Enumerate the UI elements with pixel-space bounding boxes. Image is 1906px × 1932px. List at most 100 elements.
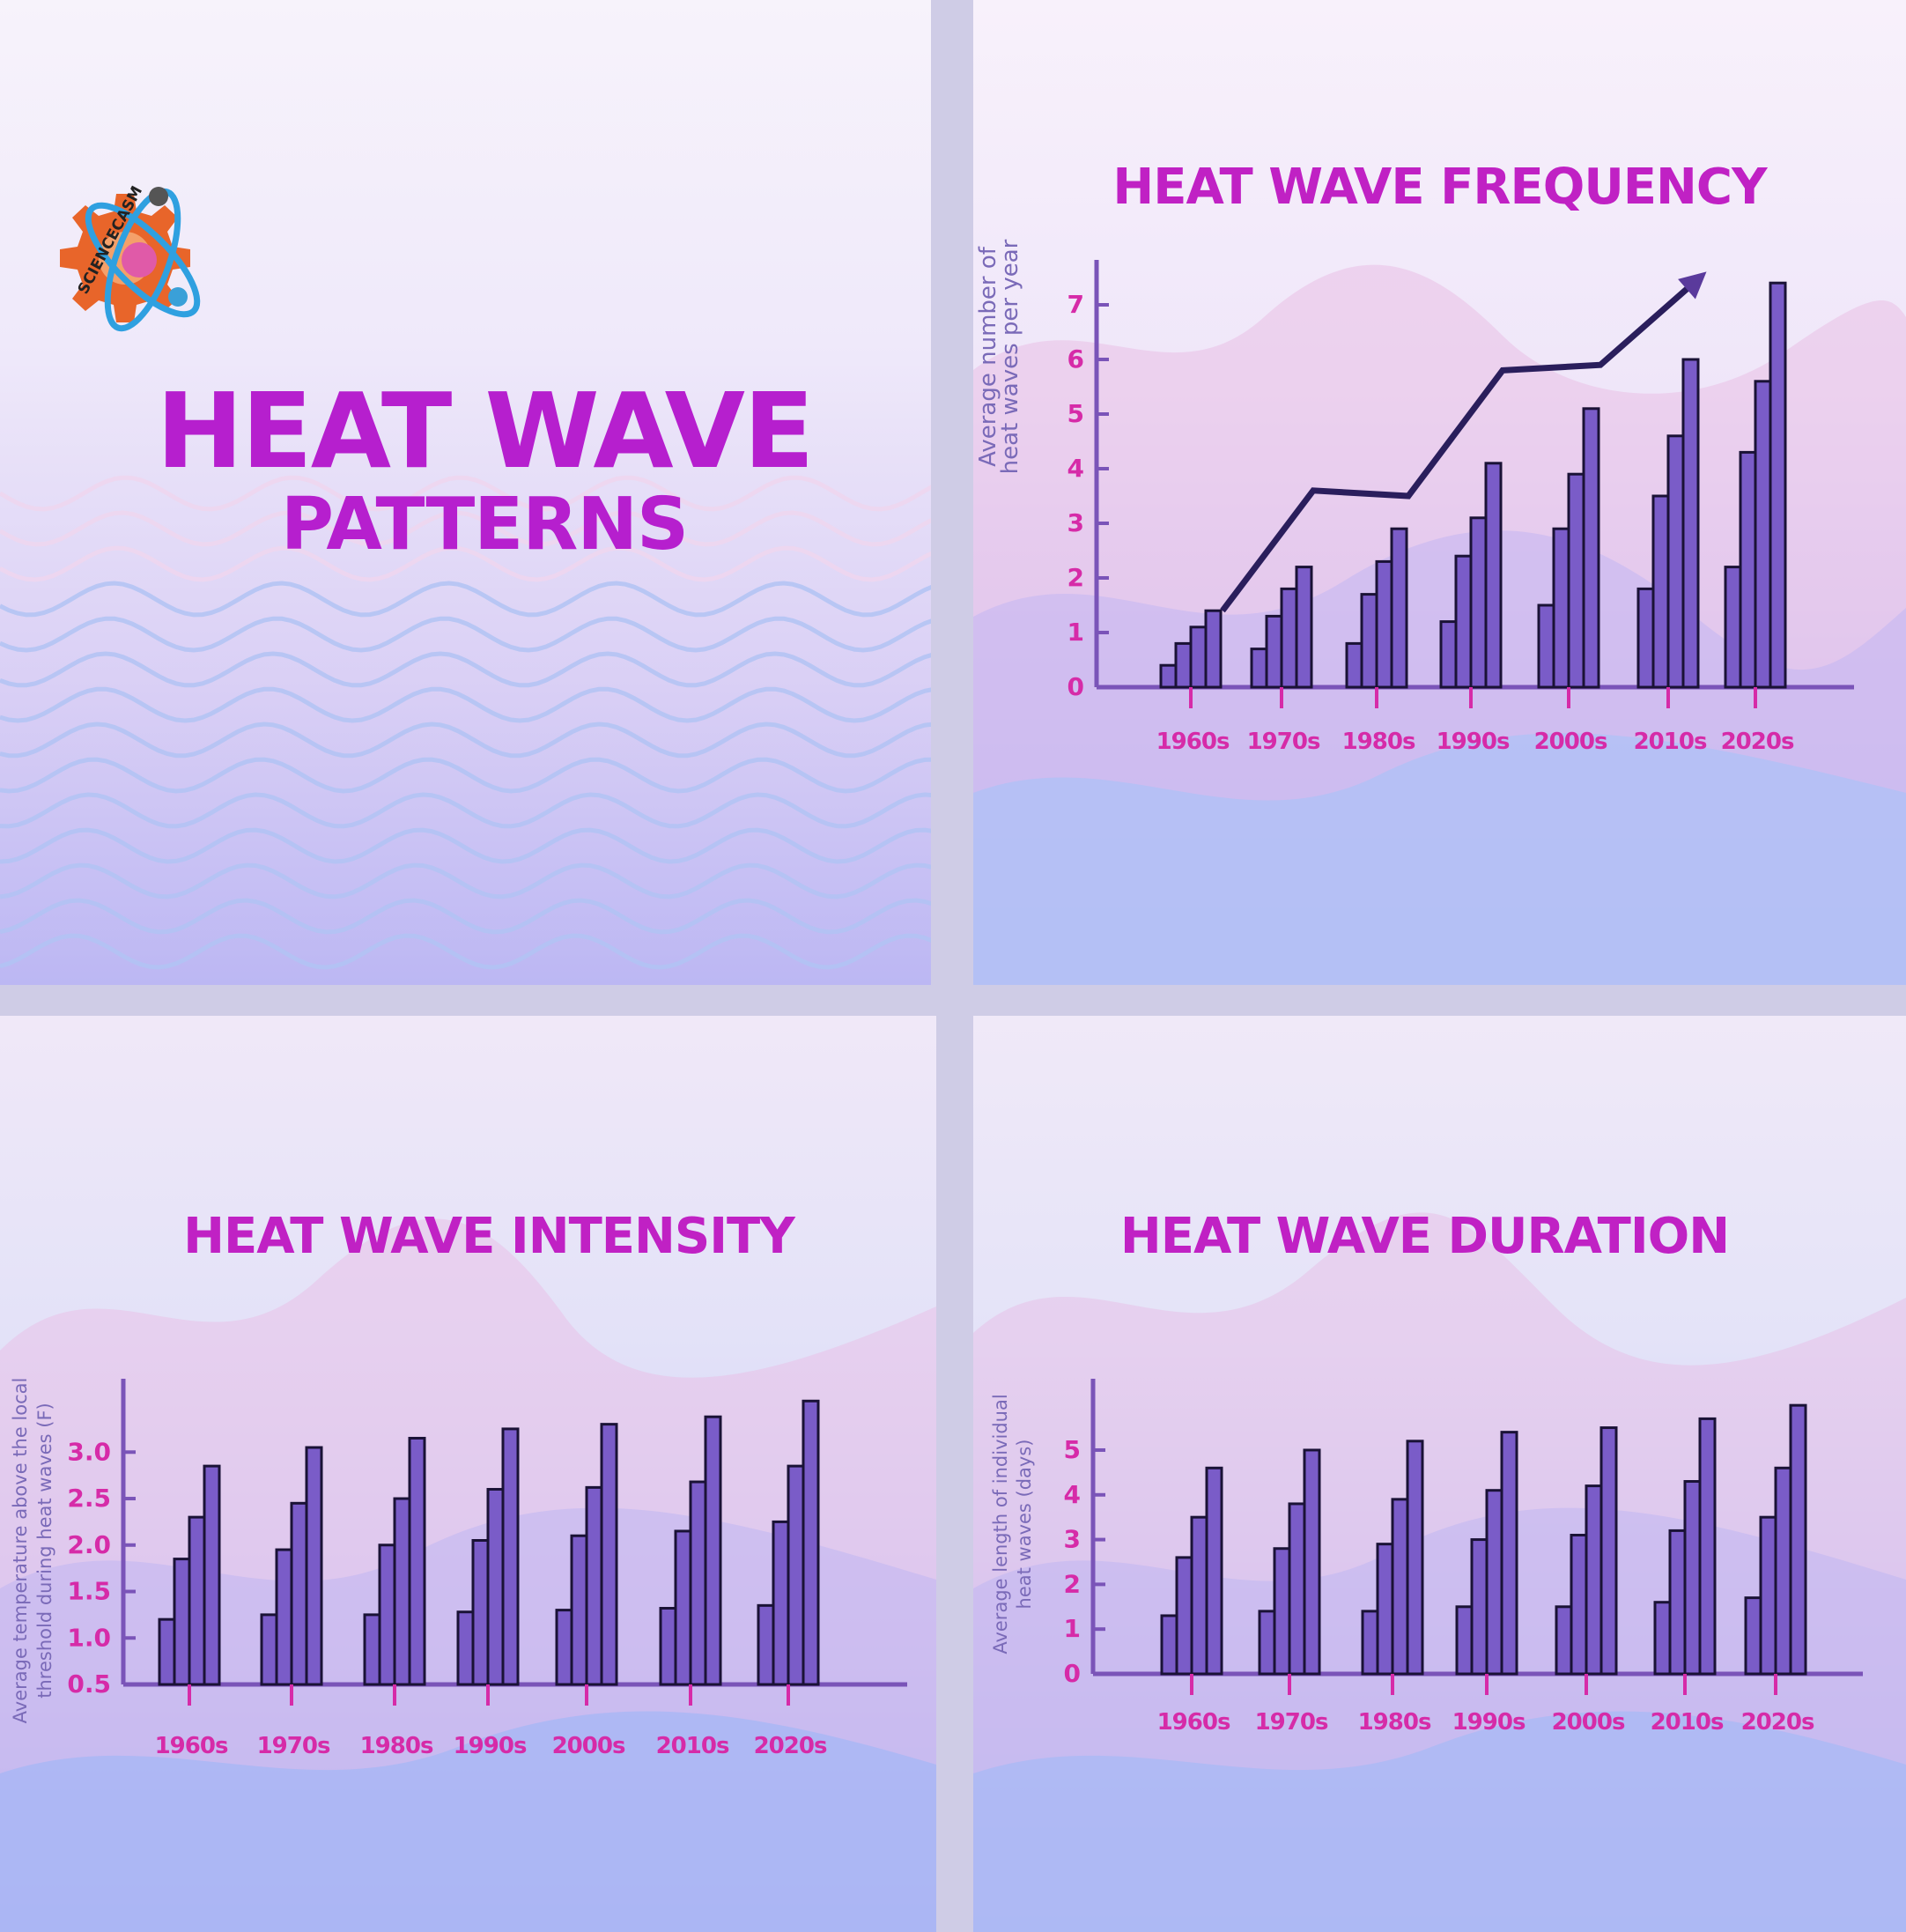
bar: [1280, 587, 1298, 689]
y-tick-label: 3: [1064, 1525, 1081, 1554]
bar: [1485, 1489, 1503, 1676]
y-tick-label: 2: [1068, 563, 1084, 592]
bar: [1160, 1614, 1178, 1676]
wave-line: [0, 898, 931, 935]
bar: [290, 1501, 308, 1686]
y-tick-label: 1.0: [67, 1623, 111, 1652]
main-title: HEAT WAVE: [156, 370, 814, 492]
bar: [1567, 472, 1585, 689]
bar: [1175, 1556, 1193, 1676]
chart-title: HEAT WAVE FREQUENCY: [1112, 159, 1767, 216]
duration-chart: 0 1 2 3 4 5 Average length of individual heat w…: [990, 1379, 1863, 1736]
x-tick-label: 1990s: [1452, 1709, 1526, 1736]
y-tick-label: 4: [1064, 1480, 1081, 1509]
y-tick-label: 2.0: [67, 1530, 111, 1559]
x-tick-label: 1980s: [1342, 729, 1415, 755]
y-axis-label: heat waves per year: [997, 239, 1023, 474]
bar: [585, 1485, 603, 1686]
bar: [689, 1480, 707, 1686]
x-tick-label: 1970s: [1255, 1709, 1328, 1736]
bar: [1666, 434, 1685, 689]
y-tick-label: 5: [1068, 399, 1084, 428]
x-tick-label: 1990s: [1437, 729, 1510, 755]
bar: [1174, 641, 1193, 689]
bar: [471, 1539, 490, 1686]
bar: [1552, 527, 1570, 689]
y-axis-label: Average number of: [975, 246, 1001, 467]
chart-title: HEAT WAVE INTENSITY: [183, 1208, 795, 1265]
globe-icon: [168, 287, 188, 307]
bar: [1744, 1596, 1762, 1676]
wave-line: [0, 616, 931, 653]
main-subtitle: PATTERNS: [280, 483, 689, 566]
wave-line: [0, 862, 931, 899]
y-tick-label: 1: [1064, 1614, 1081, 1643]
bar: [1205, 1466, 1223, 1676]
bar: [1789, 1403, 1807, 1676]
bar: [305, 1446, 323, 1686]
bar: [1651, 494, 1670, 689]
wave-line: [0, 475, 931, 512]
bar: [772, 1520, 790, 1686]
bar: [1698, 1417, 1717, 1676]
bar: [1376, 1543, 1394, 1676]
bar: [1555, 1605, 1573, 1676]
bar: [1754, 380, 1772, 689]
wave-line: [0, 722, 931, 759]
bar: [378, 1543, 396, 1686]
y-tick-label: 5: [1064, 1435, 1081, 1464]
y-tick-label: 1: [1068, 618, 1084, 647]
sciencecasm-logo: SCIENCECASM: [60, 183, 201, 332]
bar: [275, 1548, 293, 1686]
atom-icon: [85, 188, 201, 332]
microbe-icon: [149, 187, 168, 206]
bar: [1273, 1547, 1291, 1676]
y-tick-label: 2.5: [67, 1484, 111, 1513]
bar: [173, 1558, 191, 1686]
y-axis-label: heat waves (days): [1014, 1440, 1035, 1610]
frequency-chart-panel: HEAT WAVE FREQUENCY 0 1 2 3 4 5 6 7 Average numb…: [973, 0, 1906, 985]
bar: [1258, 1610, 1276, 1676]
bar: [393, 1497, 411, 1686]
x-tick-label: 2000s: [552, 1733, 625, 1759]
bar: [1190, 1515, 1208, 1676]
bar: [188, 1515, 206, 1686]
y-axis-label: threshold during heat waves (F): [34, 1403, 55, 1698]
bar: [158, 1617, 176, 1686]
x-tick-label: 1960s: [1156, 729, 1230, 755]
x-tick-label: 2020s: [1721, 729, 1794, 755]
bar: [1360, 593, 1378, 689]
chart-title: HEAT WAVE DURATION: [1119, 1208, 1730, 1265]
bar: [456, 1610, 475, 1686]
y-tick-label: 6: [1068, 344, 1084, 374]
bar: [408, 1436, 426, 1686]
bar: [704, 1415, 722, 1686]
bar: [1582, 407, 1600, 689]
wave-pattern-background: [0, 475, 931, 970]
bar: [1345, 641, 1363, 689]
x-tick-label: 2020s: [754, 1733, 827, 1759]
bar: [1295, 566, 1313, 689]
bar: [1500, 1431, 1518, 1676]
x-tick-label: 1960s: [155, 1733, 228, 1759]
bar: [1250, 648, 1268, 689]
intensity-chart-panel: HEAT WAVE INTENSITY 0.5 1.0 1.5 2.0 2.5 3.0 Av…: [0, 1016, 936, 1932]
bar: [1636, 587, 1655, 689]
bar: [1759, 1515, 1777, 1676]
x-tick-label: 2000s: [1552, 1709, 1625, 1736]
x-tick-label: 1970s: [1247, 729, 1320, 755]
bar: [486, 1487, 505, 1686]
bar: [674, 1529, 692, 1686]
wave-line: [0, 545, 931, 582]
bar: [1288, 1502, 1306, 1676]
bar: [802, 1399, 820, 1686]
bar: [1739, 450, 1757, 689]
bar: [1683, 1480, 1702, 1676]
x-tick-label: 1960s: [1157, 1709, 1230, 1736]
bar: [787, 1464, 805, 1686]
bar: [1774, 1466, 1792, 1676]
wave-line: [0, 933, 931, 970]
duration-chart-panel: HEAT WAVE DURATION 0 1 2 3 4 5 Average length …: [973, 1016, 1906, 1932]
bar: [757, 1603, 775, 1686]
